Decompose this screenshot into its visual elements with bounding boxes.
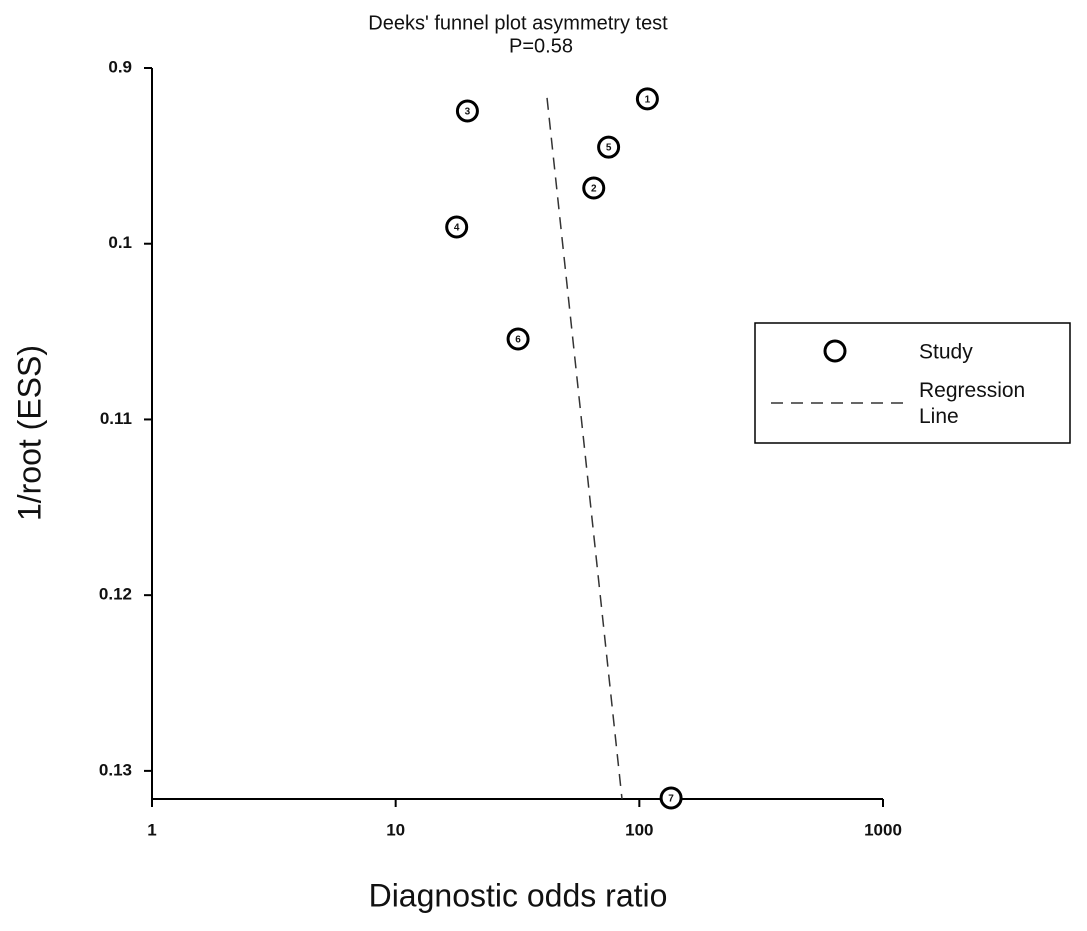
x-tick-label: 100 xyxy=(625,820,653,839)
chart-title: Deeks' funnel plot asymmetry test xyxy=(368,12,668,34)
point-label: 1 xyxy=(645,95,651,106)
x-tick-label: 1000 xyxy=(864,820,902,839)
y-tick-label: 0.13 xyxy=(99,760,132,779)
y-tick-label: 0.9 xyxy=(108,57,132,76)
legend-label: Study xyxy=(919,341,973,364)
x-tick-label: 1 xyxy=(147,820,156,839)
point-label: 3 xyxy=(465,107,471,118)
study-point xyxy=(635,87,659,111)
study-point xyxy=(506,327,530,351)
study-point xyxy=(659,786,683,810)
chart-subtitle: P=0.58 xyxy=(509,35,573,57)
y-tick-label: 0.11 xyxy=(100,409,132,428)
regression-line xyxy=(546,97,623,800)
y-tick-label: 0.12 xyxy=(99,585,132,604)
legend-marker xyxy=(823,339,847,363)
study-point xyxy=(582,176,606,200)
point-label: 6 xyxy=(515,335,521,346)
legend-box xyxy=(754,322,1071,444)
study-point xyxy=(455,99,479,123)
y-axis-label: 1/root (ESS) xyxy=(11,345,47,521)
legend-label: Regression Line xyxy=(919,379,1026,428)
point-label: 5 xyxy=(606,143,612,154)
point-label: 2 xyxy=(591,184,597,195)
y-tick-label: 0.1 xyxy=(108,233,132,252)
study-point xyxy=(597,135,621,159)
point-label: 7 xyxy=(668,794,674,805)
study-point xyxy=(445,215,469,239)
point-label: 4 xyxy=(454,223,460,234)
x-tick-label: 10 xyxy=(386,820,405,839)
x-axis-label: Diagnostic odds ratio xyxy=(369,877,668,913)
